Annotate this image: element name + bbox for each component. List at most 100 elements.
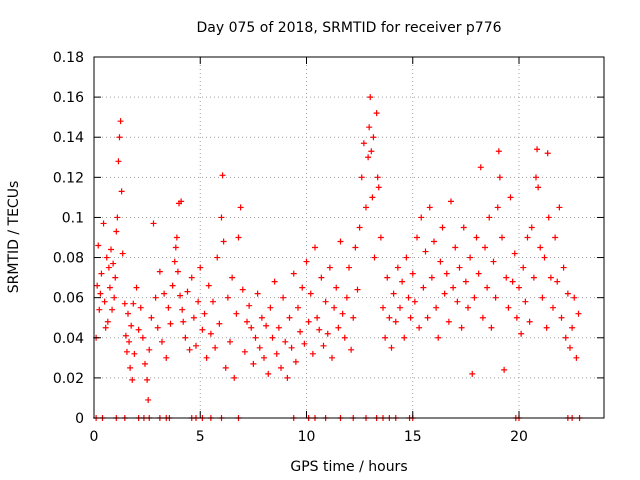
data-point bbox=[305, 318, 312, 325]
x-tick-label: 15 bbox=[404, 429, 422, 445]
data-point bbox=[388, 344, 395, 351]
data-point bbox=[452, 244, 459, 251]
data-point bbox=[250, 360, 257, 367]
y-axis: 0 0.02 0.04 0.06 0.08 0.1 0.12 0.14 0.16 0.18 bbox=[53, 50, 604, 427]
data-point bbox=[477, 164, 484, 171]
data-point bbox=[368, 148, 375, 155]
data-point bbox=[159, 338, 165, 345]
data-point bbox=[297, 328, 304, 335]
data-point bbox=[199, 326, 206, 333]
data-point bbox=[193, 342, 199, 349]
data-point bbox=[526, 318, 533, 325]
data-point bbox=[320, 342, 327, 349]
data-point bbox=[401, 334, 408, 341]
data-point bbox=[496, 174, 503, 181]
data-point bbox=[433, 304, 440, 311]
data-point bbox=[494, 204, 501, 211]
data-point bbox=[346, 264, 352, 271]
data-point bbox=[216, 320, 223, 327]
data-point bbox=[394, 264, 401, 271]
data-point bbox=[105, 264, 112, 271]
data-point bbox=[467, 254, 474, 261]
data-point bbox=[96, 306, 103, 313]
data-point bbox=[280, 294, 287, 301]
data-point bbox=[316, 326, 323, 333]
data-point bbox=[108, 246, 114, 253]
data-point bbox=[569, 324, 576, 331]
data-point bbox=[392, 318, 399, 325]
data-point bbox=[534, 146, 541, 153]
data-point bbox=[273, 350, 280, 357]
data-point bbox=[178, 198, 185, 205]
x-axis: 0 5 10 15 20 bbox=[90, 57, 528, 445]
data-point bbox=[499, 234, 505, 241]
data-point bbox=[144, 376, 151, 383]
data-point bbox=[210, 298, 216, 305]
data-point bbox=[218, 214, 225, 221]
data-point bbox=[558, 314, 565, 321]
data-point bbox=[116, 134, 123, 141]
data-point bbox=[267, 304, 274, 311]
data-point bbox=[520, 264, 527, 271]
data-point bbox=[352, 244, 359, 251]
data-point bbox=[180, 318, 187, 325]
y-tick-label: 0.18 bbox=[53, 50, 84, 66]
data-point bbox=[156, 268, 163, 275]
data-point bbox=[295, 304, 301, 311]
data-point bbox=[254, 290, 261, 297]
data-point bbox=[109, 306, 116, 313]
y-tick-label: 0 bbox=[75, 411, 84, 427]
data-point bbox=[495, 148, 502, 155]
data-point bbox=[348, 346, 355, 353]
data-point bbox=[490, 258, 497, 265]
data-point bbox=[152, 294, 159, 301]
data-point bbox=[543, 324, 550, 331]
data-point bbox=[95, 242, 102, 249]
data-point bbox=[369, 194, 376, 201]
data-point bbox=[203, 354, 210, 361]
x-axis-label: GPS time / hours bbox=[290, 459, 407, 475]
data-point bbox=[106, 284, 113, 291]
data-point bbox=[135, 326, 142, 333]
data-point bbox=[271, 278, 278, 285]
data-point bbox=[409, 270, 416, 277]
data-point bbox=[318, 274, 325, 281]
data-point bbox=[219, 172, 226, 179]
data-point bbox=[188, 274, 195, 281]
data-point bbox=[146, 346, 153, 353]
data-point bbox=[528, 224, 535, 231]
data-point bbox=[420, 284, 427, 291]
data-point bbox=[471, 294, 478, 301]
data-point bbox=[126, 338, 133, 345]
data-point bbox=[130, 300, 137, 307]
data-point bbox=[460, 224, 467, 231]
data-point bbox=[418, 214, 425, 221]
data-point bbox=[186, 346, 193, 353]
data-point bbox=[222, 364, 229, 371]
data-point bbox=[341, 334, 348, 341]
data-point bbox=[431, 238, 437, 245]
data-point bbox=[118, 188, 125, 195]
data-point bbox=[560, 264, 567, 271]
data-point bbox=[97, 290, 104, 297]
data-point bbox=[139, 334, 146, 341]
data-point bbox=[370, 134, 377, 141]
data-point bbox=[384, 274, 391, 281]
data-point bbox=[567, 344, 573, 351]
data-point bbox=[214, 254, 221, 261]
data-point bbox=[571, 294, 578, 301]
data-point bbox=[129, 376, 136, 383]
data-point bbox=[265, 370, 272, 377]
data-point bbox=[145, 396, 152, 403]
data-point bbox=[292, 358, 299, 365]
data-point bbox=[414, 234, 420, 241]
data-point bbox=[309, 350, 316, 357]
data-point bbox=[261, 354, 267, 361]
data-point bbox=[171, 258, 178, 265]
data-point bbox=[537, 244, 544, 251]
data-point bbox=[382, 334, 389, 341]
data-point bbox=[282, 338, 289, 345]
x-tick-label: 0 bbox=[90, 429, 99, 445]
data-point bbox=[547, 274, 554, 281]
data-point bbox=[373, 110, 380, 117]
